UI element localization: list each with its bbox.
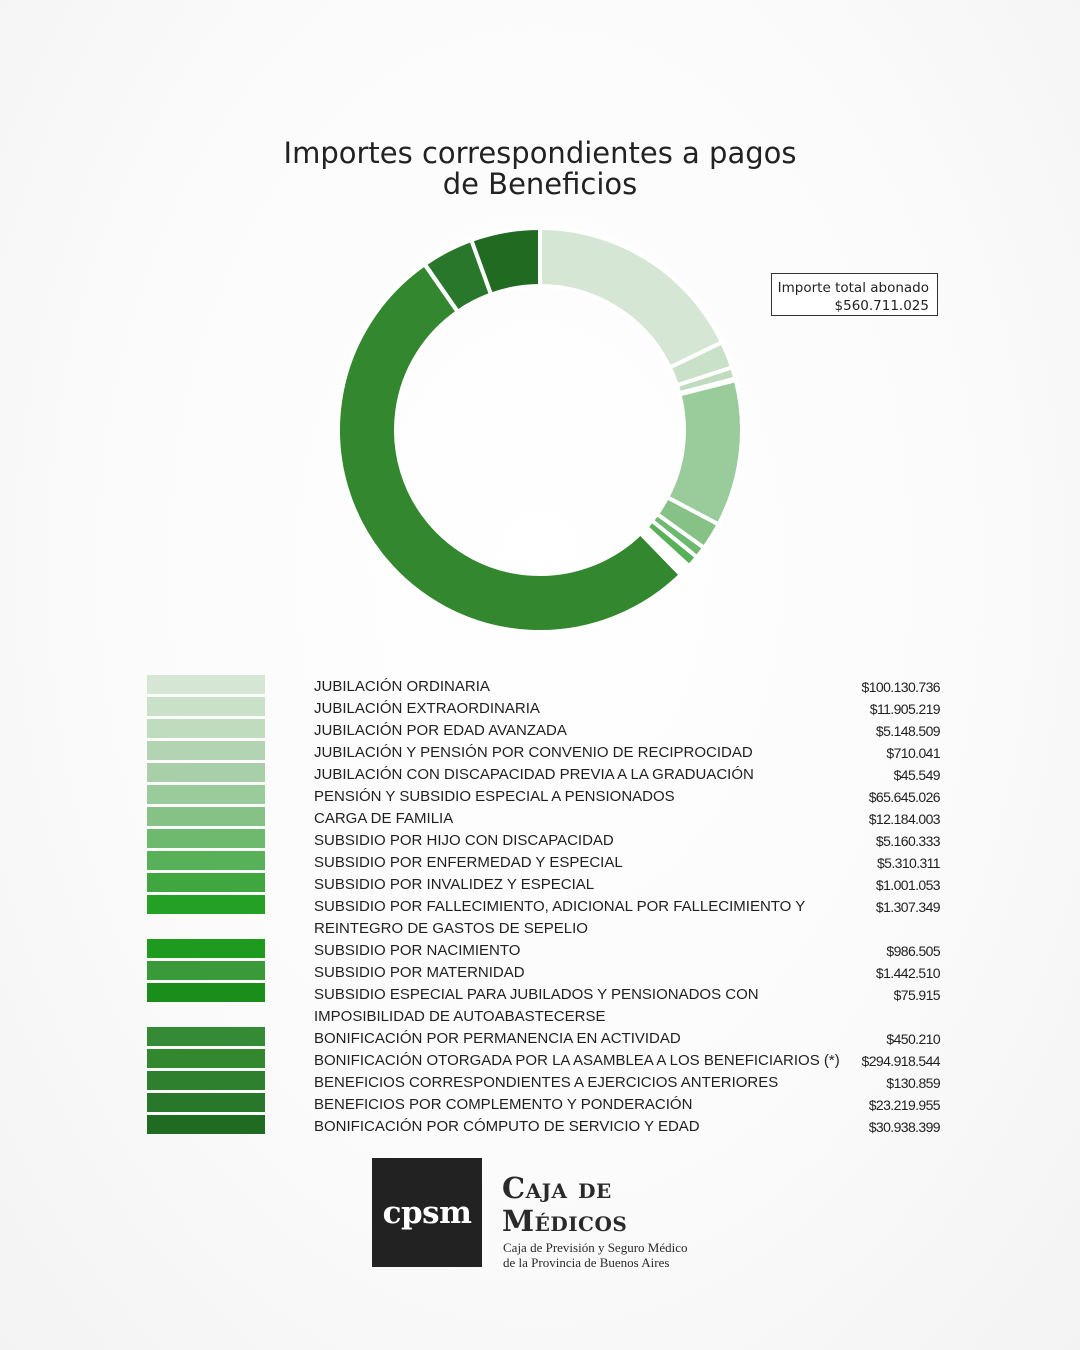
- legend-swatch: [147, 939, 265, 958]
- donut-slice-19: [469, 226, 542, 297]
- brand-subtitle-line-2: de la Provincia de Buenos Aires: [503, 1255, 670, 1270]
- legend-swatch: [147, 961, 265, 980]
- legend-swatch: [147, 851, 265, 870]
- legend-label: SUBSIDIO POR HIJO CON DISCAPACIDAD: [314, 832, 614, 849]
- total-amount-label: Importe total abonado: [777, 280, 929, 296]
- legend-label: PENSIÓN Y SUBSIDIO ESPECIAL A PENSIONADO…: [314, 788, 675, 805]
- legend-label: SUBSIDIO POR FALLECIMIENTO, ADICIONAL PO…: [314, 898, 805, 937]
- legend-row: SUBSIDIO POR NACIMIENTO $986.505: [0, 938, 1080, 960]
- legend-swatch: [147, 873, 265, 892]
- chart-title-line-2: de Beneficios: [442, 167, 638, 201]
- legend-row: SUBSIDIO POR ENFERMEDAD Y ESPECIAL $5.310…: [0, 850, 1080, 872]
- legend-label: BENEFICIOS POR COMPLEMENTO Y PONDERACIÓN: [314, 1096, 693, 1113]
- legend-value: $30.938.399: [868, 1119, 941, 1135]
- legend-row: SUBSIDIO POR MATERNIDAD $1.442.510: [0, 960, 1080, 982]
- legend-row: SUBSIDIO POR INVALIDEZ Y ESPECIAL $1.001.…: [0, 872, 1080, 894]
- legend-label: JUBILACIÓN ORDINARIA: [314, 678, 490, 695]
- legend-value: $5.148.509: [875, 723, 941, 739]
- legend-row: BENEFICIOS CORRESPONDIENTES A EJERCICIOS…: [0, 1070, 1080, 1092]
- legend-value: $710.041: [886, 745, 940, 761]
- legend-row: JUBILACIÓN ORDINARIA $100.130.736: [0, 674, 1080, 696]
- legend-row: BENEFICIOS POR COMPLEMENTO Y PONDERACIÓN…: [0, 1092, 1080, 1114]
- chart-legend: JUBILACIÓN ORDINARIA $100.130.736 JUBILACI…: [0, 674, 1080, 1136]
- legend-row: JUBILACIÓN POR EDAD AVANZADA $5.148.509: [0, 718, 1080, 740]
- legend-value: $23.219.955: [868, 1097, 941, 1113]
- legend-value: $294.918.544: [861, 1053, 941, 1069]
- legend-value: $450.210: [886, 1031, 940, 1047]
- legend-swatch: [147, 741, 265, 760]
- legend-swatch: [147, 829, 265, 848]
- legend-value: $130.859: [886, 1075, 940, 1091]
- legend-swatch: [147, 697, 265, 716]
- legend-label: SUBSIDIO POR NACIMIENTO: [314, 942, 521, 959]
- legend-value: $45.549: [893, 767, 941, 783]
- legend-row: BONIFICACIÓN OTORGADA POR LA ASAMBLEA A …: [0, 1048, 1080, 1070]
- legend-label: JUBILACIÓN Y PENSIÓN POR CONVENIO DE REC…: [314, 744, 753, 761]
- legend-swatch: [147, 1093, 265, 1112]
- legend-label: JUBILACIÓN POR EDAD AVANZADA: [314, 722, 567, 739]
- legend-swatch: [147, 1049, 265, 1068]
- legend-row: SUBSIDIO POR FALLECIMIENTO, ADICIONAL PO…: [0, 894, 1080, 938]
- legend-swatch: [147, 785, 265, 804]
- cpsm-logo: cpsm: [372, 1158, 482, 1267]
- legend-row: PENSIÓN Y SUBSIDIO ESPECIAL A PENSIONADO…: [0, 784, 1080, 806]
- legend-swatch: [147, 719, 265, 738]
- legend-value: $100.130.736: [861, 679, 941, 695]
- legend-value: $1.442.510: [875, 965, 941, 981]
- legend-value: $11.905.219: [869, 701, 941, 717]
- legend-label: SUBSIDIO ESPECIAL PARA JUBILADOS Y PENSI…: [314, 986, 759, 1025]
- legend-label: BONIFICACIÓN POR CÓMPUTO DE SERVICIO Y E…: [314, 1118, 700, 1135]
- legend-swatch: [147, 675, 265, 694]
- legend-row: CARGA DE FAMILIA $12.184.003: [0, 806, 1080, 828]
- chart-title-line-1: Importes correspondientes a pagos: [283, 136, 797, 170]
- logo-mark: cpsm: [382, 1194, 472, 1231]
- legend-value: $12.184.003: [868, 811, 941, 827]
- legend-label: CARGA DE FAMILIA: [314, 810, 454, 827]
- legend-label: BONIFICACIÓN POR PERMANENCIA EN ACTIVIDA…: [314, 1030, 681, 1047]
- legend-label: SUBSIDIO POR MATERNIDAD: [314, 964, 525, 981]
- legend-row: JUBILACIÓN Y PENSIÓN POR CONVENIO DE REC…: [0, 740, 1080, 762]
- legend-swatch: [147, 895, 265, 914]
- legend-value: $5.160.333: [875, 833, 941, 849]
- legend-label: SUBSIDIO POR ENFERMEDAD Y ESPECIAL: [314, 854, 623, 871]
- legend-value: $1.001.053: [875, 877, 941, 893]
- legend-value: $1.307.349: [875, 899, 941, 915]
- legend-label: BONIFICACIÓN OTORGADA POR LA ASAMBLEA A …: [314, 1052, 840, 1069]
- legend-value: $65.645.026: [868, 789, 941, 805]
- legend-label: SUBSIDIO POR INVALIDEZ Y ESPECIAL: [314, 876, 595, 893]
- legend-value: $75.915: [893, 987, 941, 1003]
- legend-row: SUBSIDIO POR HIJO CON DISCAPACIDAD $5.160…: [0, 828, 1080, 850]
- total-amount-box: Importe total abonado $560.711.025: [771, 273, 938, 316]
- donut-slice-16: [336, 262, 683, 634]
- legend-label: JUBILACIÓN CON DISCAPACIDAD PREVIA A LA …: [314, 766, 754, 783]
- legend-swatch: [147, 983, 265, 1002]
- legend-row: SUBSIDIO ESPECIAL PARA JUBILADOS Y PENSI…: [0, 982, 1080, 1026]
- donut-slice-1: [538, 226, 724, 370]
- legend-swatch: [147, 807, 265, 826]
- brand-name-line-2: Médicos: [502, 1204, 628, 1238]
- legend-swatch: [147, 1027, 265, 1046]
- brand-subtitle-line-1: Caja de Previsión y Seguro Médico: [503, 1240, 688, 1255]
- brand-name-line-1: Caja de: [502, 1171, 612, 1205]
- legend-label: BENEFICIOS CORRESPONDIENTES A EJERCICIOS…: [314, 1074, 779, 1091]
- total-amount-value: $560.711.025: [834, 298, 929, 314]
- legend-value: $5.310.311: [876, 855, 941, 871]
- legend-value: $986.505: [886, 943, 940, 959]
- legend-label: JUBILACIÓN EXTRAORDINARIA: [314, 700, 540, 717]
- legend-swatch: [147, 763, 265, 782]
- chart-title: Importes correspondientes a pagos de Ben…: [0, 138, 1080, 200]
- legend-row: JUBILACIÓN EXTRAORDINARIA $11.905.219: [0, 696, 1080, 718]
- legend-row: BONIFICACIÓN POR CÓMPUTO DE SERVICIO Y E…: [0, 1114, 1080, 1136]
- legend-row: JUBILACIÓN CON DISCAPACIDAD PREVIA A LA …: [0, 762, 1080, 784]
- legend-swatch: [147, 1071, 265, 1090]
- legend-row: BONIFICACIÓN POR PERMANENCIA EN ACTIVIDA…: [0, 1026, 1080, 1048]
- donut-chart: [336, 226, 744, 634]
- legend-swatch: [147, 1115, 265, 1134]
